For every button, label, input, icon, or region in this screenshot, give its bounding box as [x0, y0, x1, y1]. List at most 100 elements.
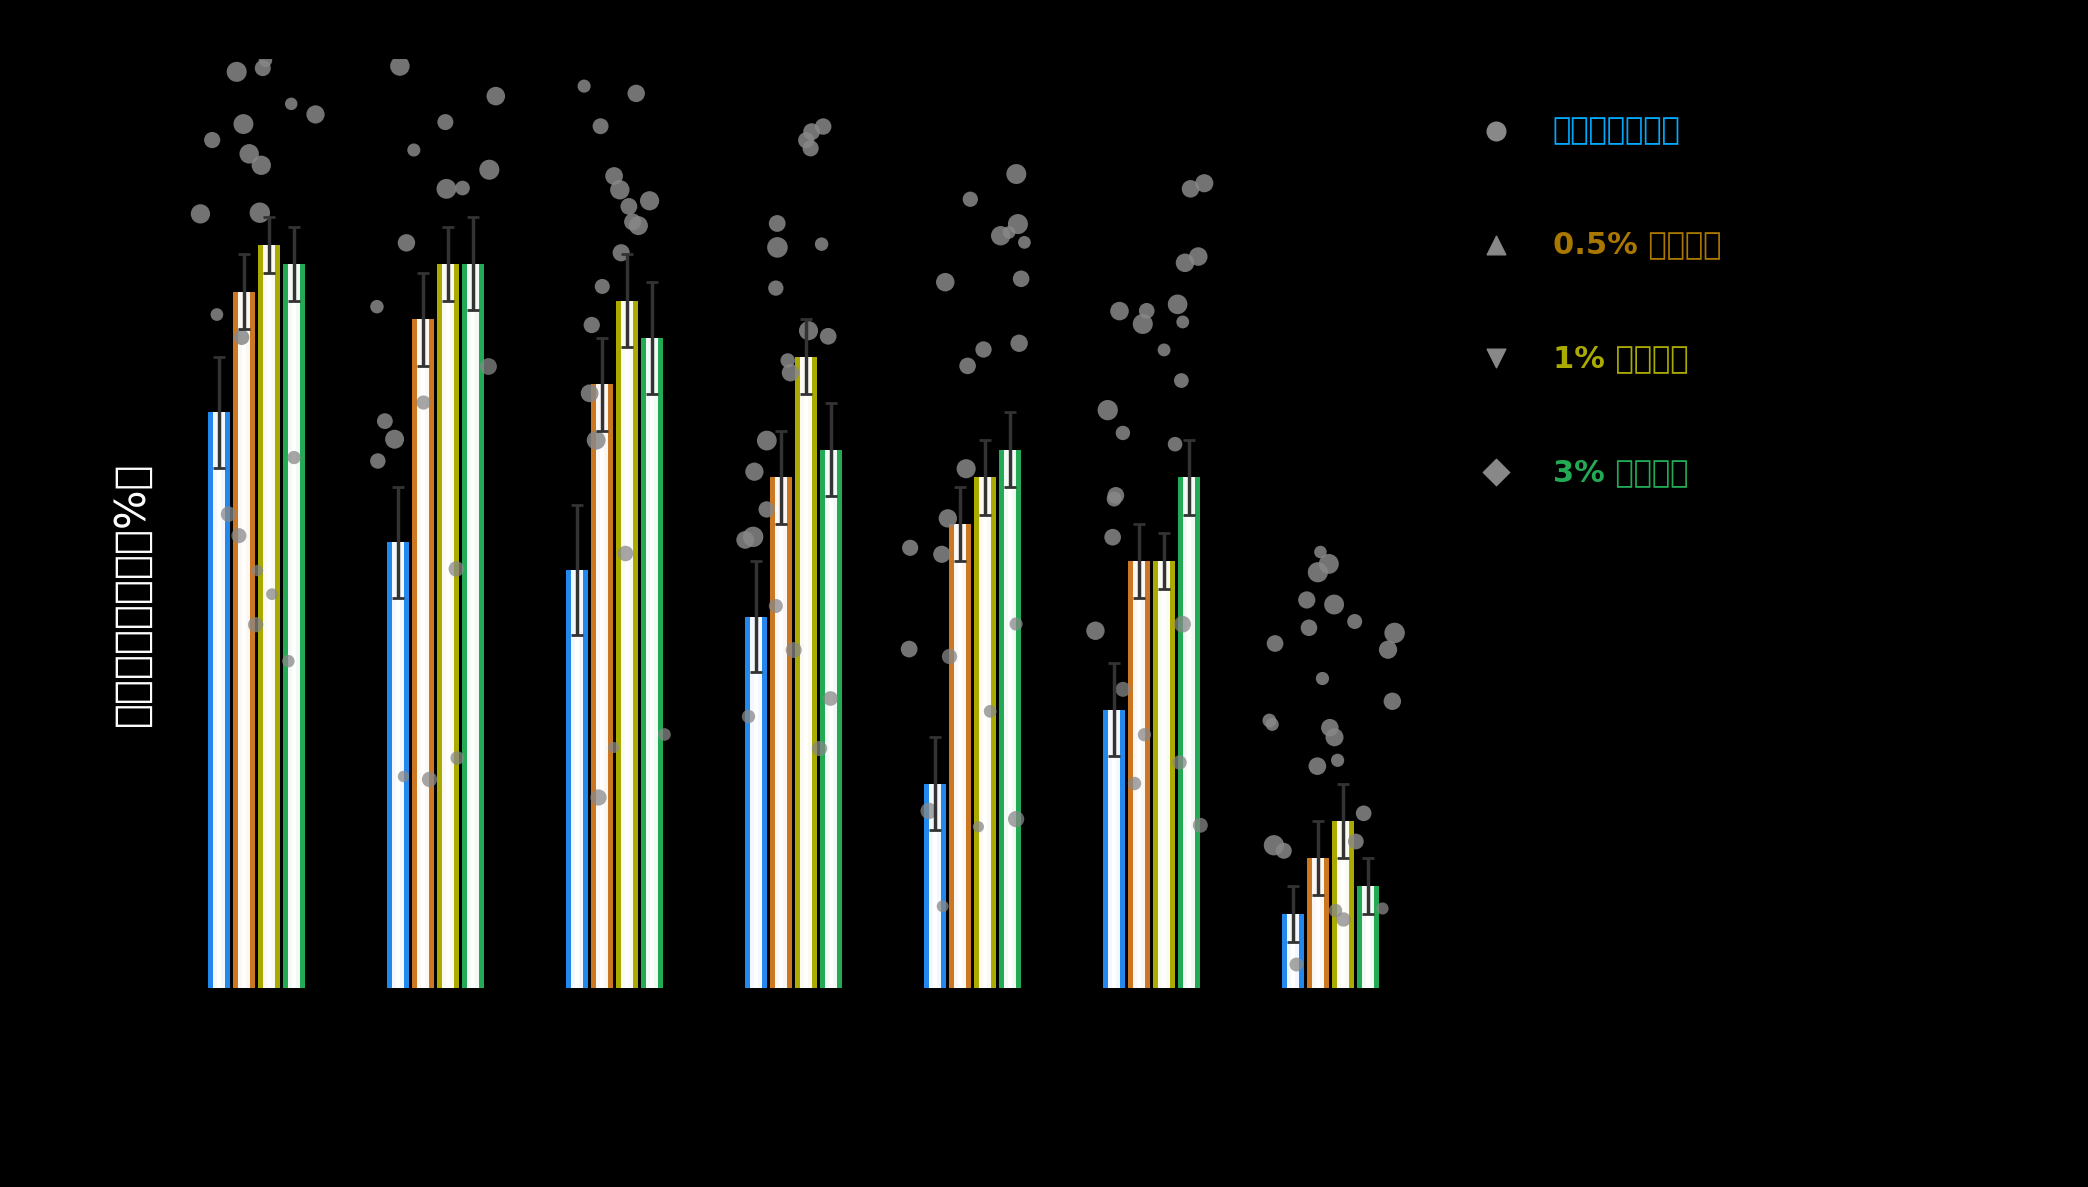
Bar — [750, 617, 762, 989]
Y-axis label: 運動能力スコア（%）: 運動能力スコア（%） — [111, 462, 152, 725]
Bar — [933, 783, 938, 989]
Point — [1280, 954, 1313, 973]
Point — [196, 131, 230, 150]
Point — [228, 115, 261, 134]
Point — [580, 431, 614, 450]
Bar — [1159, 561, 1169, 989]
Point — [430, 179, 464, 198]
Bar — [624, 300, 628, 989]
Point — [1079, 621, 1113, 640]
Point — [1184, 815, 1217, 834]
Point — [1480, 235, 1514, 254]
Point — [361, 451, 395, 470]
Point — [447, 178, 480, 197]
Bar — [649, 338, 654, 989]
Bar — [1109, 710, 1119, 989]
Point — [1165, 372, 1199, 391]
Point — [1130, 301, 1163, 320]
Point — [796, 122, 829, 141]
Bar — [1361, 887, 1374, 989]
Point — [1163, 753, 1196, 772]
Point — [729, 531, 762, 550]
Bar — [616, 300, 637, 989]
Bar — [422, 319, 424, 989]
Bar — [825, 450, 837, 989]
Point — [750, 431, 783, 450]
Point — [1002, 215, 1036, 234]
Point — [1182, 247, 1215, 266]
Point — [585, 277, 618, 296]
Point — [1125, 315, 1159, 334]
Bar — [620, 300, 633, 989]
Point — [1107, 680, 1140, 699]
Point — [361, 297, 395, 316]
Bar — [1315, 858, 1320, 989]
Bar — [461, 264, 484, 989]
Bar — [754, 617, 758, 989]
Point — [597, 166, 631, 185]
Bar — [436, 264, 459, 989]
Point — [1096, 528, 1130, 547]
Point — [925, 897, 958, 916]
Point — [612, 197, 645, 216]
Bar — [1000, 450, 1021, 989]
Bar — [925, 783, 946, 989]
Point — [760, 597, 793, 616]
Point — [1188, 173, 1221, 192]
Point — [1102, 301, 1136, 320]
Bar — [954, 523, 967, 989]
Point — [620, 84, 654, 103]
Point — [1267, 842, 1301, 861]
Point — [812, 688, 846, 707]
Point — [618, 6, 651, 25]
Bar — [1128, 561, 1150, 989]
Point — [426, 7, 459, 26]
Point — [658, 40, 691, 59]
Point — [390, 234, 424, 253]
Point — [248, 51, 282, 70]
Point — [1000, 615, 1034, 634]
Point — [299, 104, 332, 123]
Bar — [263, 246, 276, 989]
Point — [1092, 401, 1125, 420]
Point — [407, 393, 441, 412]
Bar — [393, 542, 403, 989]
Point — [931, 509, 965, 528]
Point — [1290, 590, 1324, 609]
Point — [760, 279, 793, 298]
Point — [606, 243, 639, 262]
Point — [929, 273, 963, 292]
Bar — [242, 292, 246, 989]
Bar — [288, 264, 301, 989]
Point — [1338, 832, 1372, 851]
Text: 1% クロレラ: 1% クロレラ — [1553, 344, 1687, 373]
Point — [228, 38, 261, 57]
Point — [472, 356, 505, 375]
Point — [1117, 773, 1150, 792]
Point — [572, 383, 606, 402]
Point — [892, 640, 925, 659]
Point — [1366, 899, 1399, 918]
Bar — [1138, 561, 1140, 989]
Point — [1009, 233, 1042, 252]
Bar — [641, 338, 662, 989]
Point — [912, 801, 946, 820]
Point — [633, 191, 666, 210]
Bar — [1178, 477, 1201, 989]
Point — [413, 770, 447, 789]
Bar — [447, 264, 449, 989]
Point — [1165, 615, 1199, 634]
Bar — [213, 412, 226, 989]
Text: コントロール群: コントロール群 — [1553, 116, 1681, 145]
Point — [1303, 542, 1336, 561]
Bar — [829, 450, 833, 989]
Point — [806, 118, 839, 137]
Point — [244, 155, 278, 174]
Bar — [443, 264, 453, 989]
Point — [271, 652, 305, 671]
Point — [1292, 618, 1326, 637]
Bar — [1357, 887, 1378, 989]
Point — [292, 31, 326, 50]
Point — [238, 615, 271, 634]
Point — [812, 326, 846, 345]
